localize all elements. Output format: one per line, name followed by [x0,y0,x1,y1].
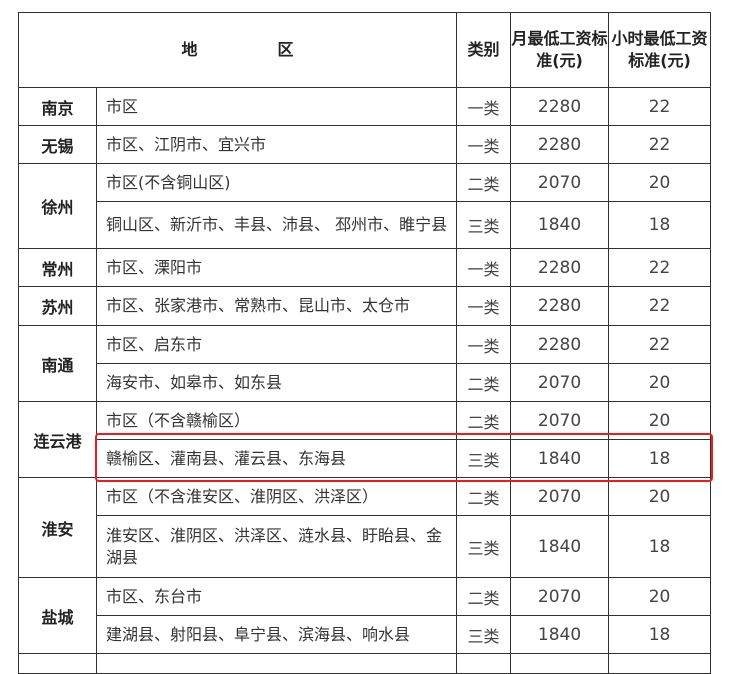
category-cell: 二类 [456,577,512,616]
area-cell: 市区、江阴市、宜兴市 [95,125,458,164]
hourly-wage-cell: 22 [608,87,712,126]
table-row: 盐城 市区、东台市 二类 2070 20 [18,577,712,654]
hourly-wage-cell: 22 [608,248,712,287]
city-cell: 徐州 [18,163,97,249]
category-cell: 一类 [456,286,512,326]
category-cell: 三类 [456,439,512,478]
area-cell: 赣榆区、灌南县、灌云县、东海县 [95,439,458,478]
hourly-wage-cell: 20 [608,477,712,516]
table-row: 赣榆区、灌南县、灌云县、东海县 三类 1840 18 [19,439,712,478]
city-cell: 无锡 [18,125,97,164]
hourly-wage-cell: 22 [608,325,712,364]
hourly-wage-cell: 20 [608,363,712,402]
category-cell: 一类 [456,125,512,164]
area-cell: 市区 [95,87,458,126]
area-cell: 市区、东台市 [95,577,458,616]
area-cell: 市区、张家港市、常熟市、昆山市、太仓市 [95,286,458,326]
city-cell: 南京 [18,87,97,126]
monthly-wage-cell: 2070 [510,401,610,440]
hourly-wage-cell: 20 [608,577,712,616]
area-cell: 市区(不含铜山区) [95,163,458,202]
hourly-wage-cell: 18 [608,201,712,249]
monthly-wage-cell: 1840 [510,201,610,249]
area-cell: 市区、启东市 [95,325,458,364]
monthly-wage-cell: 2070 [510,477,610,516]
city-cell: 苏州 [18,286,97,326]
category-cell: 一类 [456,325,512,364]
area-cell: 铜山区、新沂市、丰县、沛县、 邳州市、睢宁县 [95,201,458,249]
monthly-wage-cell: 1840 [510,439,610,478]
hourly-wage-cell: 18 [608,615,712,654]
table-row: 淮安区、淮阴区、洪泽区、涟水县、盱眙县、金湖县 三类 1840 18 [19,515,712,578]
category-cell: 二类 [456,163,512,202]
city-cell: 常州 [18,248,97,287]
city-cell: 盐城 [18,577,97,654]
area-cell: 淮安区、淮阴区、洪泽区、涟水县、盱眙县、金湖县 [95,515,458,578]
area-cell: 海安市、如皋市、如东县 [95,363,458,402]
area-cell: 市区（不含赣榆区） [95,401,458,440]
table-row: 连云港 市区（不含赣榆区） 二类 2070 20 [18,401,712,478]
category-cell: 一类 [456,87,512,126]
category-cell: 一类 [456,248,512,287]
monthly-wage-cell: 1840 [510,515,610,578]
category-cell: 二类 [456,401,512,440]
monthly-wage-cell: 2280 [510,87,610,126]
area-cell: 市区、溧阳市 [95,248,458,287]
header-region: 地 区 [17,12,458,88]
table-row: 建湖县、射阳县、阜宁县、滨海县、响水县 三类 1840 18 [19,615,712,654]
area-cell: 建湖县、射阳县、阜宁县、滨海县、响水县 [95,615,458,654]
category-cell: 三类 [456,615,512,654]
table-row: 南京 市区 一类 2280 22 [18,87,712,126]
monthly-wage-cell: 2070 [510,577,610,616]
table-row: 徐州 市区(不含铜山区) 二类 2070 20 [18,163,712,249]
table-row: 淮安 市区（不含淮安区、淮阴区、洪泽区） 二类 2070 20 [18,477,712,578]
monthly-wage-cell: 2070 [510,363,610,402]
table-row: 无锡 市区、江阴市、宜兴市 一类 2280 22 [18,125,712,164]
city-cell: 淮安 [18,477,97,578]
monthly-wage-cell: 2280 [510,286,610,326]
category-cell: 三类 [456,515,512,578]
city-cell: 连云港 [18,401,97,478]
category-cell: 二类 [456,363,512,402]
hourly-wage-cell: 18 [608,515,712,578]
table-row: 南通 市区、启东市 一类 2280 22 [18,325,712,402]
hourly-wage-cell: 18 [608,439,712,478]
table-row: 苏州 市区、张家港市、常熟市、昆山市、太仓市 一类 2280 22 [18,286,712,326]
hourly-wage-cell: 22 [608,125,712,164]
area-cell: 市区（不含淮安区、淮阴区、洪泽区） [95,477,458,516]
monthly-wage-cell: 2280 [510,325,610,364]
header-hourly: 小时最低工资标准(元) [608,12,712,88]
header-category: 类别 [456,12,512,88]
table-row: 铜山区、新沂市、丰县、沛县、 邳州市、睢宁县 三类 1840 18 [19,201,712,249]
header-monthly: 月最低工资标准(元) [510,12,610,88]
hourly-wage-cell: 20 [608,401,712,440]
table-row: 海安市、如皋市、如东县 二类 2070 20 [19,363,712,402]
minimum-wage-table: 地 区 类别 月最低工资标准(元) 小时最低工资标准(元) 南京 市区 一类 2280… [17,12,712,674]
monthly-wage-cell: 1840 [510,615,610,654]
hourly-wage-cell: 22 [608,286,712,326]
monthly-wage-cell: 2280 [510,248,610,287]
monthly-wage-cell: 2280 [510,125,610,164]
table-row: 常州 市区、溧阳市 一类 2280 22 [18,248,712,287]
monthly-wage-cell: 2070 [510,163,610,202]
hourly-wage-cell: 20 [608,163,712,202]
category-cell: 三类 [456,201,512,249]
header-row: 地 区 类别 月最低工资标准(元) 小时最低工资标准(元) [17,12,712,88]
category-cell: 二类 [456,477,512,516]
city-cell: 南通 [18,325,97,402]
